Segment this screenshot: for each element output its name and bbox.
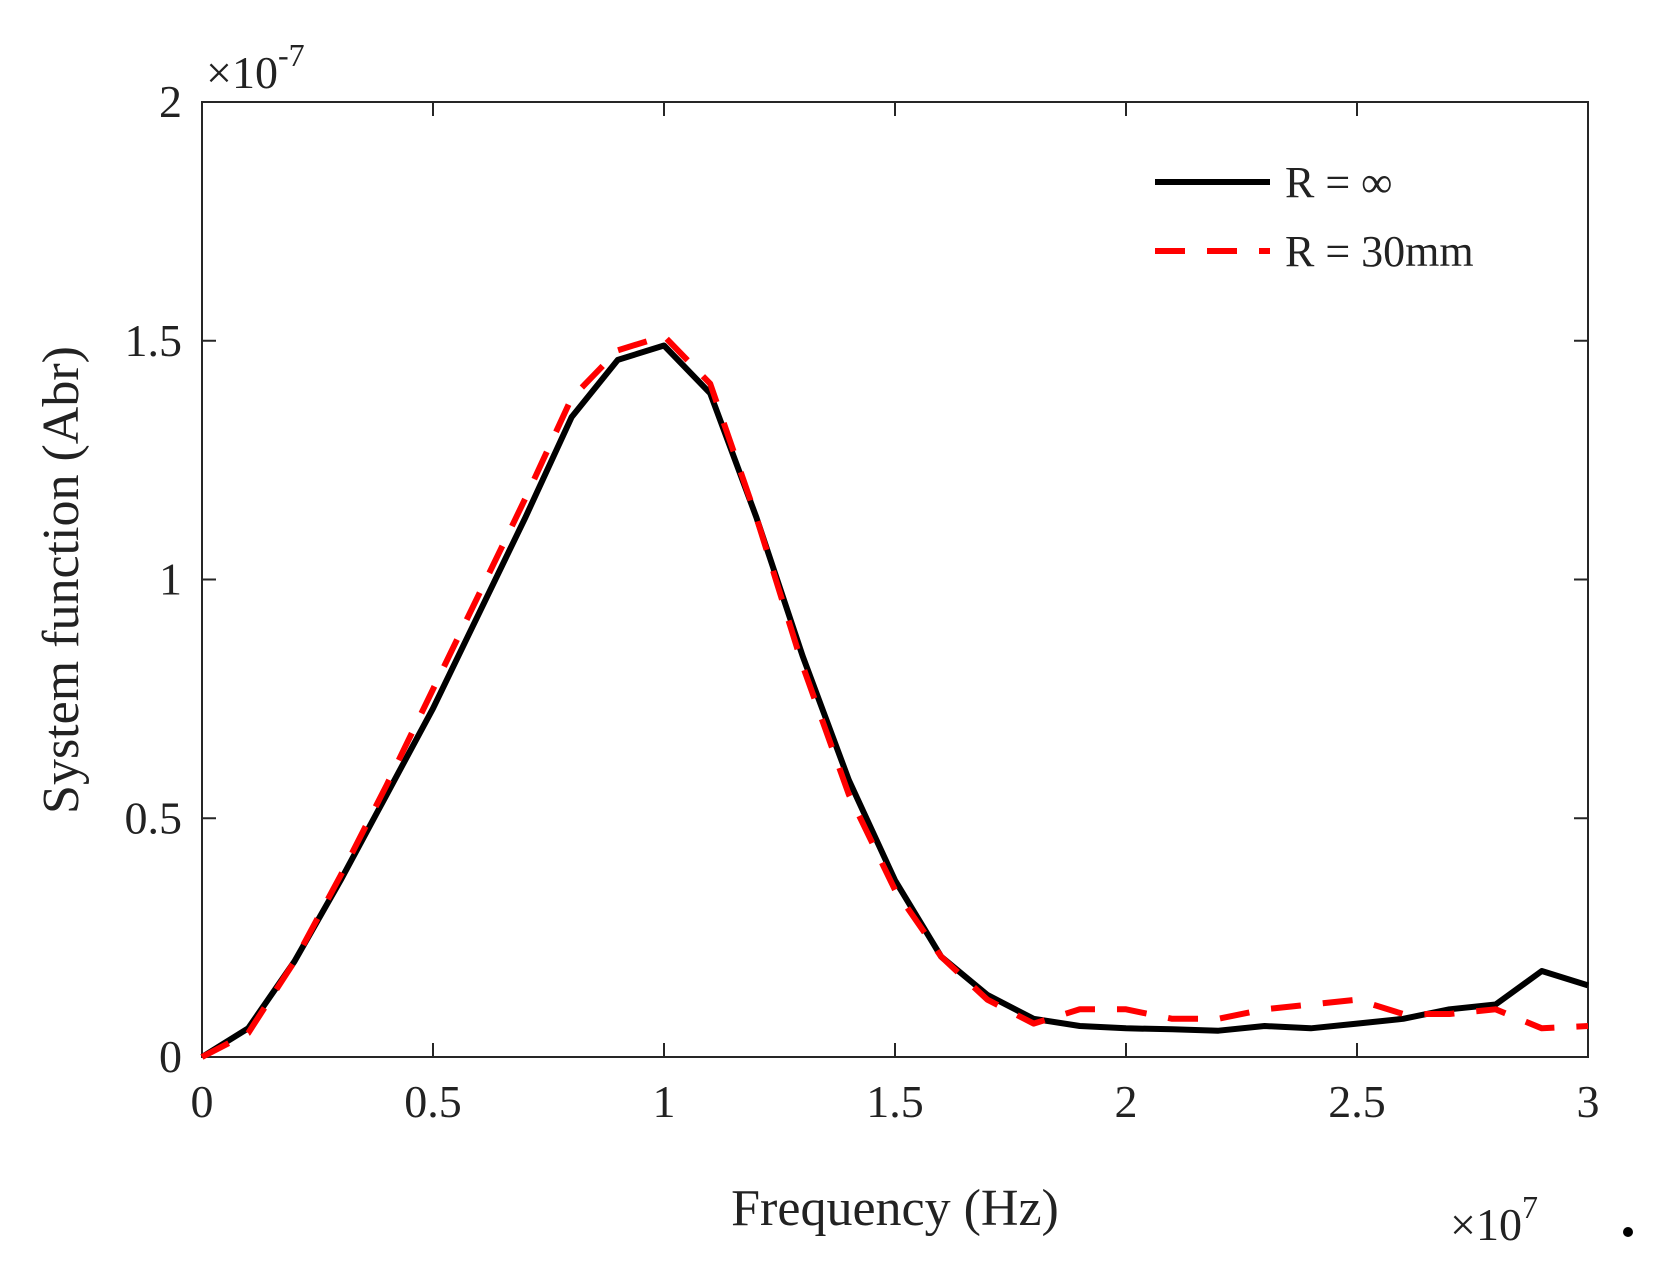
x-tick-label: 2.5 [1328, 1076, 1386, 1127]
x-tick-label: 0.5 [404, 1076, 462, 1127]
x-tick-label: 1 [653, 1076, 676, 1127]
y-multiplier: ×10-7 [206, 37, 305, 98]
y-axis-label: System function (Abr) [33, 346, 90, 814]
legend: R = ∞ R = 30mm [1155, 158, 1474, 276]
x-axis-label: Frequency (Hz) [731, 1180, 1059, 1237]
y-multiplier-base: ×10 [206, 47, 278, 98]
x-tick-label: 1.5 [866, 1076, 924, 1127]
y-tick-label: 0.5 [125, 792, 183, 843]
x-multiplier-base: ×10 [1450, 1199, 1522, 1250]
x-tick-label: 0 [191, 1076, 214, 1127]
y-tick-labels: 0 0.5 1 1.5 2 [125, 76, 183, 1082]
series-lines [200, 333, 1589, 1060]
plot-area [201, 101, 1589, 1058]
x-tick-label: 2 [1115, 1076, 1138, 1127]
y-multiplier-exp: -7 [278, 37, 305, 73]
x-tick-labels: 0 0.5 1 1.5 2 2.5 3 [191, 1076, 1600, 1127]
legend-label-r-infinity: R = ∞ [1285, 158, 1393, 207]
legend-label-r-30mm: R = 30mm [1285, 227, 1474, 276]
x-multiplier-exp: 7 [1522, 1189, 1538, 1225]
tick-marks [201, 101, 1589, 1058]
x-tick-label: 3 [1577, 1076, 1600, 1127]
series-line-r-30mm [200, 333, 1589, 1060]
y-tick-label: 1 [159, 554, 182, 605]
series-line-r-infinity [200, 342, 1589, 1060]
x-multiplier: ×107 [1450, 1189, 1538, 1250]
trailing-dot [1623, 1227, 1633, 1237]
y-tick-label: 0 [159, 1031, 182, 1082]
y-tick-label: 2 [159, 76, 182, 127]
y-tick-label: 1.5 [125, 315, 183, 366]
